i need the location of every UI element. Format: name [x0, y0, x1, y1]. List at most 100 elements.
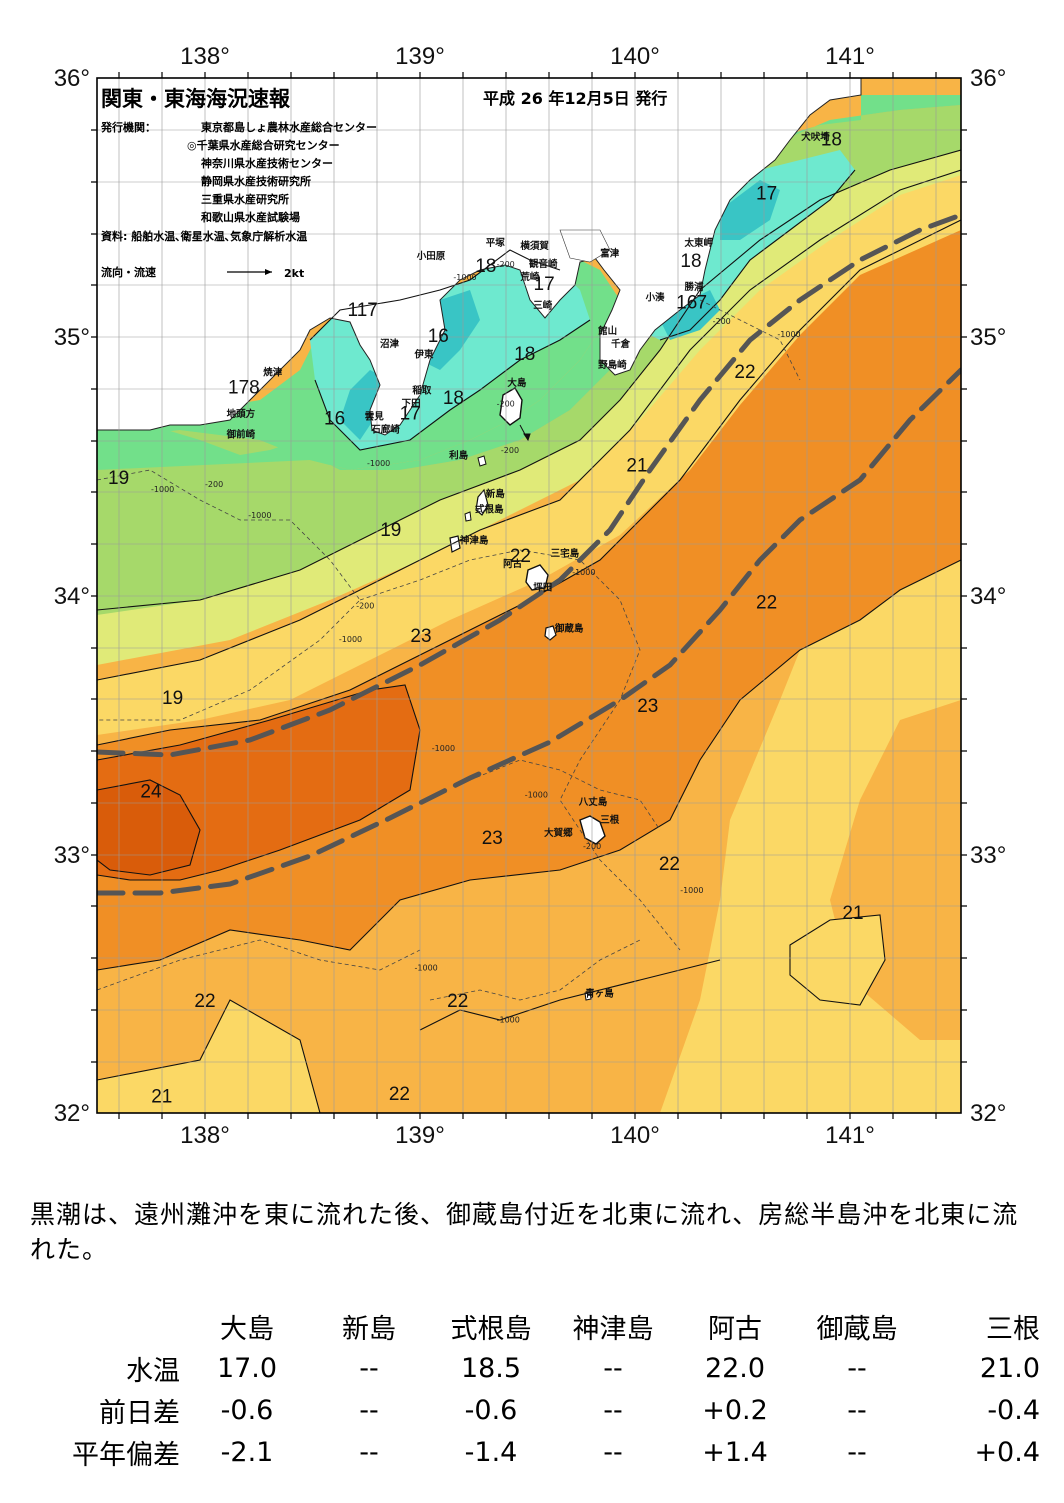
station-header: 神津島 [572, 1313, 654, 1345]
flow-legend-label: 流向・流速 [101, 265, 156, 279]
publisher-item: 東京都島しょ農林水産総合センター [201, 120, 377, 134]
axis-top-ticks [118, 72, 937, 78]
place-label: 下田 [402, 399, 421, 410]
table-cell: 17.0 [216, 1352, 278, 1384]
place-label: 御蔵島 [554, 623, 584, 635]
lon-label-top-138: 138° [180, 43, 230, 70]
table-cell: -- [603, 1394, 623, 1426]
lon-label-top-140: 140° [610, 43, 660, 70]
lat-label-left-36: 36° [54, 65, 90, 92]
publisher-item: 三重県水産研究所 [201, 192, 289, 206]
isotherm-label: 22 [447, 991, 468, 1012]
table-cell: -- [359, 1394, 379, 1426]
row-label: 前日差 [99, 1397, 180, 1429]
place-label: 観音崎 [529, 258, 558, 270]
place-label: 坪田 [533, 581, 552, 593]
place-label: 太東岬 [685, 237, 714, 249]
lat-label-right-32: 32° [970, 1100, 1006, 1127]
place-label: 大島 [507, 377, 527, 389]
lon-label-bottom-140: 140° [610, 1122, 660, 1149]
table-cell: -- [603, 1436, 623, 1468]
table-cell: -0.6 [220, 1394, 274, 1426]
axis-right-ticks [961, 129, 967, 1063]
station-header: 新島 [342, 1313, 396, 1345]
place-label: 焼津 [263, 367, 283, 379]
temp-zone-25 [97, 780, 200, 875]
isotherm-label: 22 [659, 854, 680, 875]
isotherm-label: 7 [697, 292, 708, 313]
place-label: 荒崎 [519, 271, 540, 283]
table-cell: +1.4 [702, 1436, 768, 1468]
depth-label: -1000 [151, 485, 174, 494]
lat-label-left-35: 35° [54, 324, 90, 351]
depth-label: -1000 [777, 330, 800, 339]
table-cell: -0.6 [464, 1394, 518, 1426]
place-label: 横須賀 [520, 240, 549, 252]
isotherm-label: 18 [514, 344, 535, 365]
isotherm-label: 18 [475, 256, 496, 277]
land-miyakejima [525, 564, 549, 591]
temp-zone-21 [97, 1000, 320, 1113]
place-label: 富津 [600, 248, 620, 260]
lat-label-left-33: 33° [54, 842, 90, 869]
data-sources: 資料: 船舶水温､衛星水温､気象庁解析水温 [101, 229, 307, 243]
depth-label: -1000 [525, 790, 548, 799]
temp-zone-18 [97, 428, 310, 470]
depth-label: -1000 [680, 886, 703, 895]
place-label: 沼津 [380, 338, 400, 350]
table-cell: 21.0 [979, 1352, 1040, 1384]
lon-label-bottom-141: 141° [825, 1122, 875, 1149]
place-label: 阿古 [503, 558, 523, 570]
issue-date: 平成 26 年12月5日 発行 [483, 89, 667, 108]
isotherm-label: 178 [228, 378, 260, 399]
depth-label: -1000 [339, 635, 362, 644]
place-label: 青ヶ島 [585, 988, 614, 1000]
place-label: 伊東 [414, 348, 435, 360]
isotherm-label: 16 [324, 409, 345, 430]
place-label: 地頭方 [227, 408, 256, 420]
depth-label: -200 [583, 842, 601, 851]
isotherm-label: 22 [734, 362, 755, 383]
isotherm-label: 22 [389, 1084, 410, 1105]
isotherm-label: 17 [534, 274, 555, 295]
table-row: 前日差 -0.6 -- -0.6 -- +0.2 -- -0.4 [22, 1389, 1046, 1431]
place-label: 雲見 [365, 411, 385, 423]
land-oshima [499, 387, 523, 426]
isotherm-label: 19 [380, 520, 401, 541]
place-label: 三宅島 [551, 548, 580, 560]
station-header: 阿古 [708, 1313, 762, 1345]
station-header: 大島 [220, 1313, 274, 1345]
depth-contours [97, 299, 801, 1001]
place-label: 大賀郷 [544, 827, 573, 839]
isotherm-label: 19 [162, 688, 183, 709]
place-label: 三根 [600, 814, 620, 826]
temp-zone-20 [97, 150, 961, 665]
table-cell: -- [847, 1394, 867, 1426]
lat-label-right-35: 35° [970, 324, 1006, 351]
place-label: 勝浦 [685, 281, 705, 293]
table-row: 平年偏差 -2.1 -- -1.4 -- +1.4 -- +0.4 [22, 1431, 1046, 1473]
isotherm-label: 18 [443, 388, 464, 409]
observation-table: 大島 新島 式根島 神津島 阿古 御蔵島 三根 水温 17.0 -- 18.5 … [22, 1305, 1046, 1473]
land-tokyo-bay [559, 229, 611, 263]
depth-label: -1000 [415, 964, 438, 973]
place-label: 式根島 [475, 504, 504, 516]
lon-label-bottom-138: 138° [180, 1122, 230, 1149]
temp-zone-16 [720, 180, 780, 240]
row-label: 平年偏差 [72, 1439, 180, 1471]
lat-label-left-32: 32° [54, 1100, 90, 1127]
place-label: 稲取 [412, 385, 432, 397]
depth-label: -200 [497, 260, 515, 269]
place-label: 神津島 [460, 535, 489, 547]
place-label: 平塚 [486, 237, 506, 249]
place-label: 御前崎 [226, 429, 256, 441]
table-cell: -2.1 [220, 1436, 274, 1468]
land-aogashima [584, 991, 592, 1001]
row-label: 水温 [126, 1355, 180, 1387]
place-label: 野島崎 [598, 359, 627, 371]
isotherm-label: 18 [821, 129, 842, 150]
depth-label: -200 [501, 446, 519, 455]
isotherm-label: 19 [108, 468, 129, 489]
isotherm-label: 18 [680, 251, 701, 272]
